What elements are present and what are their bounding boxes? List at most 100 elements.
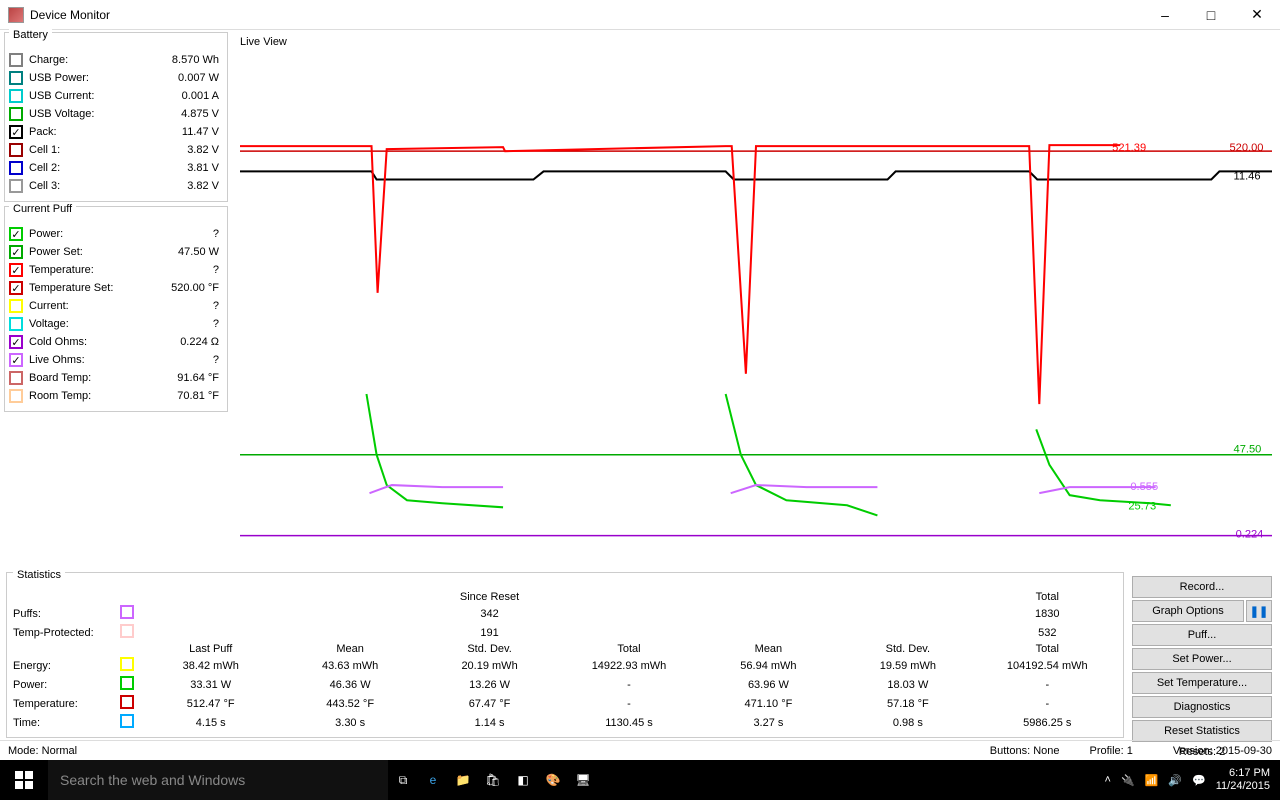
puff-group: Current Puff Power:?Power Set:47.50 WTem… [4,206,228,412]
puff-row: Temperature:? [9,261,223,279]
minimize-button[interactable]: – [1142,0,1188,30]
chart-value-label: 520.00 [1230,142,1264,154]
taskbar-search[interactable]: Search the web and Windows [48,760,388,800]
tray-power-icon[interactable]: 🔌 [1121,774,1135,787]
puff-row: Cold Ohms:0.224 Ω [9,333,223,351]
stats-cell: 46.36 W [280,679,419,691]
puff-checkbox[interactable] [9,335,23,349]
puff-value: 0.224 Ω [180,336,223,348]
puff-row: Temperature Set:520.00 °F [9,279,223,297]
chart-value-label: 521.39 [1112,142,1146,154]
clock-time: 6:17 PM [1216,767,1270,780]
main-area: Battery Charge:8.570 WhUSB Power:0.007 W… [0,30,1280,570]
tray-wifi-icon[interactable]: 📶 [1145,774,1159,787]
start-button[interactable] [0,760,48,800]
battery-checkbox[interactable] [9,107,23,121]
stats-cell: - [559,698,698,710]
diagnostics-button[interactable]: Diagnostics [1132,696,1272,718]
battery-checkbox[interactable] [9,53,23,67]
stats-color-swatch [120,676,134,690]
stats-cell: 38.42 mWh [141,660,280,672]
puff-button[interactable]: Puff... [1132,624,1272,646]
battery-checkbox[interactable] [9,125,23,139]
stats-col-header: Mean [280,643,419,655]
battery-checkbox[interactable] [9,179,23,193]
close-button[interactable]: ✕ [1234,0,1280,30]
stats-cell: 3.30 s [280,717,419,729]
stats-header: Total [978,591,1117,603]
stats-row-label: Temperature: [13,698,113,710]
stats-row-label: Temp-Protected: [13,627,113,639]
puff-checkbox[interactable] [9,245,23,259]
stats-cell: 443.52 °F [280,698,419,710]
battery-label: Cell 1: [29,144,187,156]
puff-row: Board Temp:91.64 °F [9,369,223,387]
statistics-legend: Statistics [13,569,65,581]
battery-value: 0.007 W [178,72,223,84]
battery-group: Battery Charge:8.570 WhUSB Power:0.007 W… [4,32,228,202]
puff-checkbox[interactable] [9,299,23,313]
stats-row-label: Power: [13,679,113,691]
stats-cell: 63.96 W [699,679,838,691]
app1-icon[interactable]: ◧ [508,760,538,800]
battery-checkbox[interactable] [9,89,23,103]
status-profile: Profile: 1 [1090,745,1133,757]
tray-volume-icon[interactable]: 🔊 [1168,774,1182,787]
stats-cell: 14922.93 mWh [559,660,698,672]
puff-checkbox[interactable] [9,317,23,331]
puff-label: Board Temp: [29,372,177,384]
puff-value: 47.50 W [178,246,223,258]
stats-cell: 104192.54 mWh [978,660,1117,672]
pause-button[interactable]: ❚❚ [1246,600,1272,622]
reset-statistics-button[interactable]: Reset Statistics [1132,720,1272,742]
tray-chevron-icon[interactable]: ˄ [1105,774,1111,786]
puff-checkbox[interactable] [9,353,23,367]
chart-value-label: 0.224 [1236,529,1264,541]
puff-row: Current:? [9,297,223,315]
tray-notifications-icon[interactable]: 💬 [1192,774,1206,787]
battery-label: Pack: [29,126,182,138]
battery-row: Pack:11.47 V [9,123,223,141]
battery-checkbox[interactable] [9,71,23,85]
stats-cell: 0.98 s [838,717,977,729]
app3-icon[interactable]: 🖥 [568,760,598,800]
stats-cell: - [978,698,1117,710]
app2-icon[interactable]: 🎨 [538,760,568,800]
battery-checkbox[interactable] [9,143,23,157]
graph-options-button[interactable]: Graph Options [1132,600,1244,622]
stats-cell: 471.10 °F [699,698,838,710]
stats-cell: - [559,679,698,691]
puff-row: Room Temp:70.81 °F [9,387,223,405]
battery-label: USB Power: [29,72,178,84]
puff-checkbox[interactable] [9,227,23,241]
puff-checkbox[interactable] [9,371,23,385]
stats-cell: 1830 [978,608,1117,620]
battery-row: USB Power:0.007 W [9,69,223,87]
record-button[interactable]: Record... [1132,576,1272,598]
puff-checkbox[interactable] [9,389,23,403]
task-view-icon[interactable]: ⧉ [388,760,418,800]
explorer-icon[interactable]: 📁 [448,760,478,800]
battery-row: Cell 1:3.82 V [9,141,223,159]
taskbar-clock[interactable]: 6:17 PM 11/24/2015 [1216,767,1270,793]
puff-row: Power:? [9,225,223,243]
puff-row: Power Set:47.50 W [9,243,223,261]
liveview-legend: Live View [240,36,287,48]
battery-row: Cell 3:3.82 V [9,177,223,195]
maximize-button[interactable]: □ [1188,0,1234,30]
battery-label: Cell 3: [29,180,187,192]
puff-label: Cold Ohms: [29,336,180,348]
battery-label: USB Current: [29,90,182,102]
live-view-chart: Live View 521.39520.0011.4647.500.55525.… [232,30,1280,570]
edge-icon[interactable]: e [418,760,448,800]
store-icon[interactable]: 🛍 [478,760,508,800]
stats-cell: 18.03 W [838,679,977,691]
set-power-button[interactable]: Set Power... [1132,648,1272,670]
puff-checkbox[interactable] [9,281,23,295]
battery-checkbox[interactable] [9,161,23,175]
set-temperature-button[interactable]: Set Temperature... [1132,672,1272,694]
puff-checkbox[interactable] [9,263,23,277]
titlebar: Device Monitor – □ ✕ [0,0,1280,30]
stats-col-header: Total [559,643,698,655]
chart-value-label: 25.73 [1128,500,1156,512]
